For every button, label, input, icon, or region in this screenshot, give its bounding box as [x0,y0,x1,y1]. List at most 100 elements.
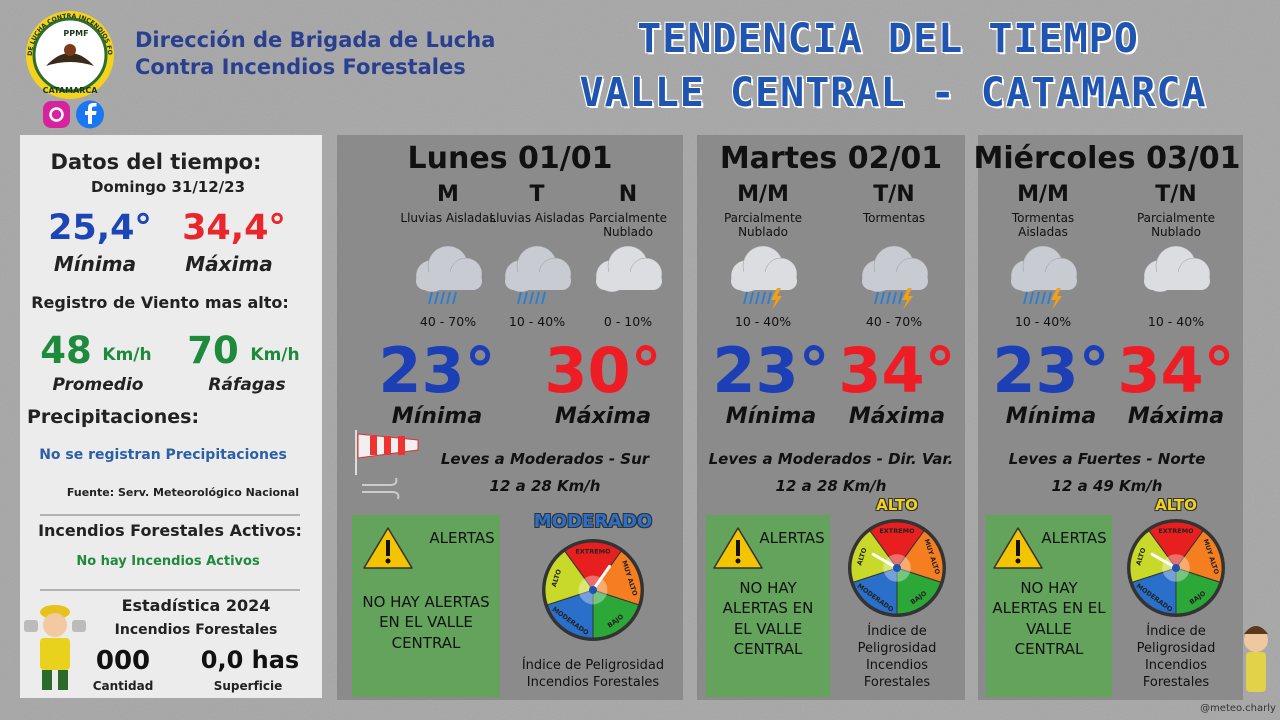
alert-text: NO HAY ALERTAS EN EL VALLE CENTRAL [722,579,814,658]
wind-gust: 70 [187,329,239,372]
period-forecast: Lluvias Aisladas [400,211,496,225]
rain [761,291,766,305]
title: VALLE CENTRAL - CATAMARCA [579,70,1207,116]
warning-icon [735,558,741,564]
firefighter-mascot [24,605,86,690]
gauge-segment [869,521,925,569]
title: TENDENCIA DEL TIEMPO [637,16,1139,62]
period-forecast: Lluvias Aisladas [489,211,585,225]
risk-caption: Índice de Peligrosidad Incendios Foresta… [1136,624,1216,690]
rain [440,291,445,305]
stats-title: Estadística 2024 [121,596,271,615]
day-title: Martes 02/01 [719,141,943,176]
cloud [596,272,662,290]
cloud [1144,272,1210,290]
period-label: T/N [873,182,915,207]
summary-max-label: Máxima [185,252,273,276]
windsock [398,436,405,455]
rain [1035,291,1040,305]
stats-count: 000 [95,646,151,676]
period-label: T [529,182,545,207]
period-forecast: Tormentas [862,211,926,225]
weather-icon [595,245,663,293]
rain [523,291,528,305]
logo-text: PPMF [63,29,88,38]
cloud [505,272,571,290]
gauge-label: EXTREMO [1158,527,1194,535]
gauge-pivot [589,586,597,594]
alert-title: ALERTAS [759,529,825,547]
stats-subtitle: Incendios Forestales [114,622,278,638]
rain [517,291,522,305]
windsock [384,436,391,455]
logo [26,11,114,99]
risk-level: ALTO [1155,496,1197,514]
day-min-label: Mínima [1005,404,1097,429]
summary-min-label: Mínima [53,252,137,276]
summary-title: Datos del tiempo: [50,150,262,174]
rain [541,291,546,305]
precip-text: No se registran Precipitaciones [39,447,287,463]
summary-min: 25,4° [48,208,152,248]
fires-title: Incendios Forestales Activos: [38,521,302,540]
warning-icon [385,558,391,564]
weather-icon [415,245,483,305]
period-probability: 40 - 70% [865,314,923,329]
alert-text: NO HAY ALERTAS EN EL VALLE CENTRAL [362,593,490,652]
period-forecast: Parcialmente Nublado [1136,211,1216,239]
gauge-segment [1175,530,1223,583]
weather-icon [1010,245,1078,310]
rain [1023,291,1028,305]
risk-level: ALTO [876,496,918,514]
rain [1029,291,1034,305]
gauge-segment [1148,521,1204,569]
summary-date: Domingo 31/12/23 [90,178,246,196]
wind-speed: 12 a 28 Km/h [775,477,887,495]
gauge-segment [564,541,622,591]
credit: @meteo.charly [1200,703,1276,714]
rain [452,291,457,305]
summary-panel [20,135,322,698]
period-forecast: Tormentas Aisladas [1011,211,1075,239]
gauge-pivot [1172,564,1180,572]
warning-icon [1015,558,1021,564]
rain [892,291,897,305]
wind-description: Leves a Moderados - Dir. Var. [708,450,954,468]
author-avatar [1244,626,1268,692]
gauge-segment [544,550,594,606]
cloud [731,272,797,290]
alert-box [706,515,830,697]
period-probability: 0 - 10% [603,314,653,329]
rain [874,291,879,305]
warning-icon [386,540,390,556]
period-probability: 10 - 40% [1014,314,1072,329]
stats-area-label: Superficie [213,679,283,693]
day-max: 34° [838,334,956,407]
wind-speed: 12 a 49 Km/h [1051,477,1163,495]
precip-title: Precipitaciones: [26,406,200,428]
period-label: T/N [1155,182,1197,207]
gauge-segment [850,530,898,583]
gauge-segment [592,550,642,606]
org-name: Dirección de Brigada de Lucha [135,28,496,52]
risk-caption: Índice de Peligrosidad Incendios Foresta… [857,624,937,690]
gauge-segment [1175,567,1221,615]
day-max: 30° [544,334,662,407]
rain [755,291,760,305]
day-max-label: Máxima [1127,404,1225,429]
rain [886,291,891,305]
rain [428,291,433,305]
cloud [862,272,928,290]
wind-avg: 48 [40,329,92,372]
gauge-label: EXTREMO [575,548,611,556]
gauge-needle [871,552,899,570]
gauge-segment [1131,567,1177,615]
org-name: Contra Incendios Forestales [135,55,466,79]
windsock [370,436,377,455]
wind-unit: Km/h [102,345,152,365]
period-probability: 10 - 40% [1147,314,1205,329]
day-title: Lunes 01/01 [407,141,613,176]
gauge-segment [1129,530,1177,583]
